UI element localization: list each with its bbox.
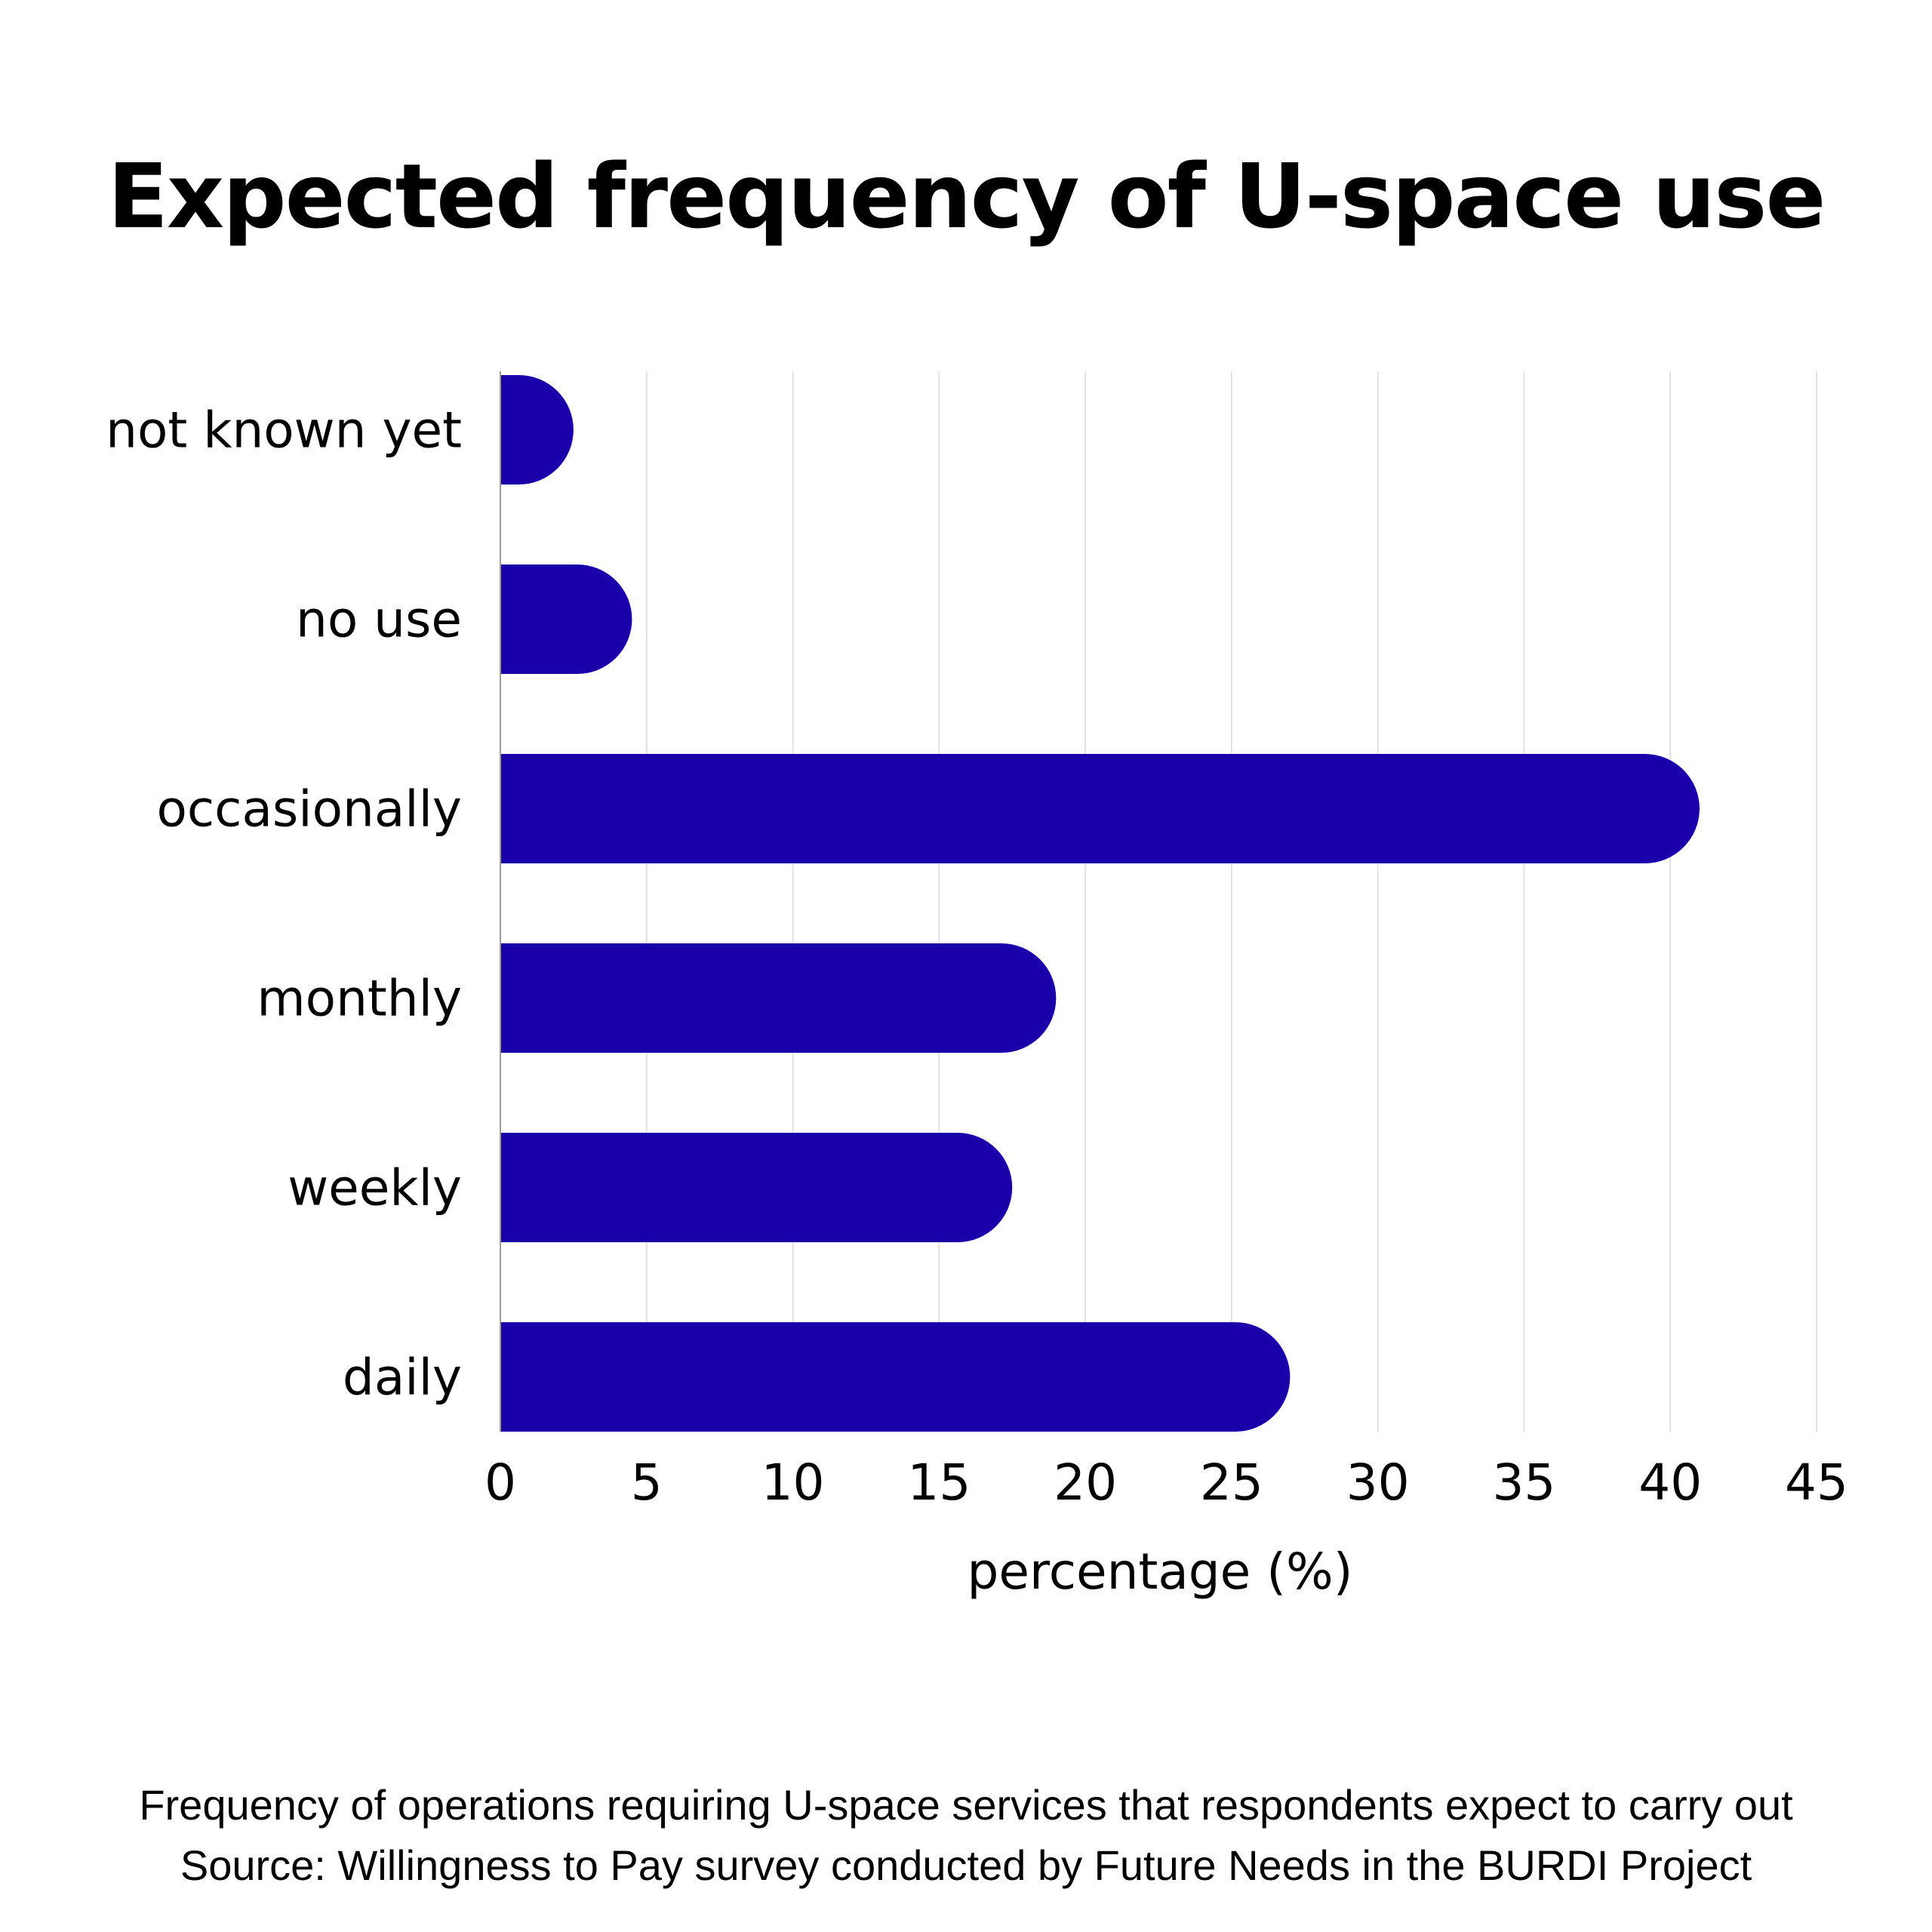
bar-not-known-yet xyxy=(500,375,574,485)
bar-no-use xyxy=(500,565,632,674)
category-label-monthly: monthly xyxy=(257,970,462,1028)
x-tick-label-40: 40 xyxy=(1638,1454,1702,1512)
chart-title: Expected frequency of U-space use xyxy=(107,144,1826,248)
category-label-occasionally: occasionally xyxy=(156,780,462,838)
x-tick-label-25: 25 xyxy=(1200,1454,1263,1512)
bar-monthly xyxy=(500,943,1057,1053)
gridlines xyxy=(645,371,1817,1432)
x-tick-label-5: 5 xyxy=(631,1454,663,1512)
caption-description: Frequency of operations requiring U-spac… xyxy=(139,1781,1793,1829)
bar-occasionally xyxy=(500,754,1700,863)
caption-source: Source: Willingness to Pay survey conduc… xyxy=(180,1841,1752,1889)
x-tick-label-20: 20 xyxy=(1054,1454,1117,1512)
bar-weekly xyxy=(500,1133,1013,1242)
category-labels: not known yet no use occasionally monthly we… xyxy=(106,401,462,1407)
x-tick-label-35: 35 xyxy=(1492,1454,1555,1512)
x-tick-labels: 0 5 10 15 20 25 30 35 40 45 xyxy=(485,1454,1848,1512)
chart-caption: Frequency of operations requiring U-spac… xyxy=(0,1775,1932,1896)
bars xyxy=(500,375,1700,1432)
x-axis-title: percentage (%) xyxy=(968,1543,1353,1601)
x-tick-label-30: 30 xyxy=(1346,1454,1410,1512)
x-tick-label-10: 10 xyxy=(761,1454,825,1512)
x-tick-label-15: 15 xyxy=(907,1454,971,1512)
category-label-no-use: no use xyxy=(296,591,462,649)
category-label-weekly: weekly xyxy=(288,1159,462,1217)
x-tick-label-0: 0 xyxy=(485,1454,516,1512)
category-label-daily: daily xyxy=(343,1349,462,1407)
x-tick-label-45: 45 xyxy=(1785,1454,1848,1512)
category-label-not-known-yet: not known yet xyxy=(106,401,462,460)
bar-daily xyxy=(500,1322,1291,1432)
